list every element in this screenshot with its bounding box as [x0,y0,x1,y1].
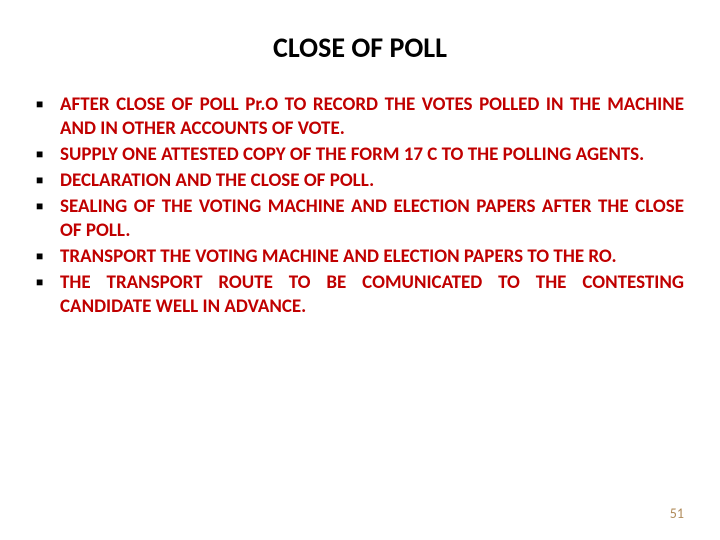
page-number: 51 [670,505,684,522]
list-item: DECLARATION AND THE CLOSE OF POLL. [36,169,684,193]
bullet-text: SEALING OF THE VOTING MACHINE AND ELECTI… [60,195,684,242]
bullet-text: DECLARATION AND THE CLOSE OF POLL. [60,169,374,192]
bullet-list: AFTER CLOSE OF POLL Pr.O TO RECORD THE V… [36,93,684,319]
slide-title: CLOSE OF POLL [36,30,684,65]
bullet-text: THE TRANSPORT ROUTE TO BE COMUNICATED TO… [60,271,684,318]
bullet-text: TRANSPORT THE VOTING MACHINE AND ELECTIO… [60,245,617,268]
list-item: SUPPLY ONE ATTESTED COPY OF THE FORM 17 … [36,143,684,167]
slide-container: CLOSE OF POLL AFTER CLOSE OF POLL Pr.O T… [0,0,720,540]
list-item: SEALING OF THE VOTING MACHINE AND ELECTI… [36,195,684,243]
bullet-text: AFTER CLOSE OF POLL Pr.O TO RECORD THE V… [60,93,684,140]
list-item: TRANSPORT THE VOTING MACHINE AND ELECTIO… [36,245,684,269]
list-item: THE TRANSPORT ROUTE TO BE COMUNICATED TO… [36,271,684,319]
list-item: AFTER CLOSE OF POLL Pr.O TO RECORD THE V… [36,93,684,141]
bullet-text: SUPPLY ONE ATTESTED COPY OF THE FORM 17 … [60,143,644,166]
